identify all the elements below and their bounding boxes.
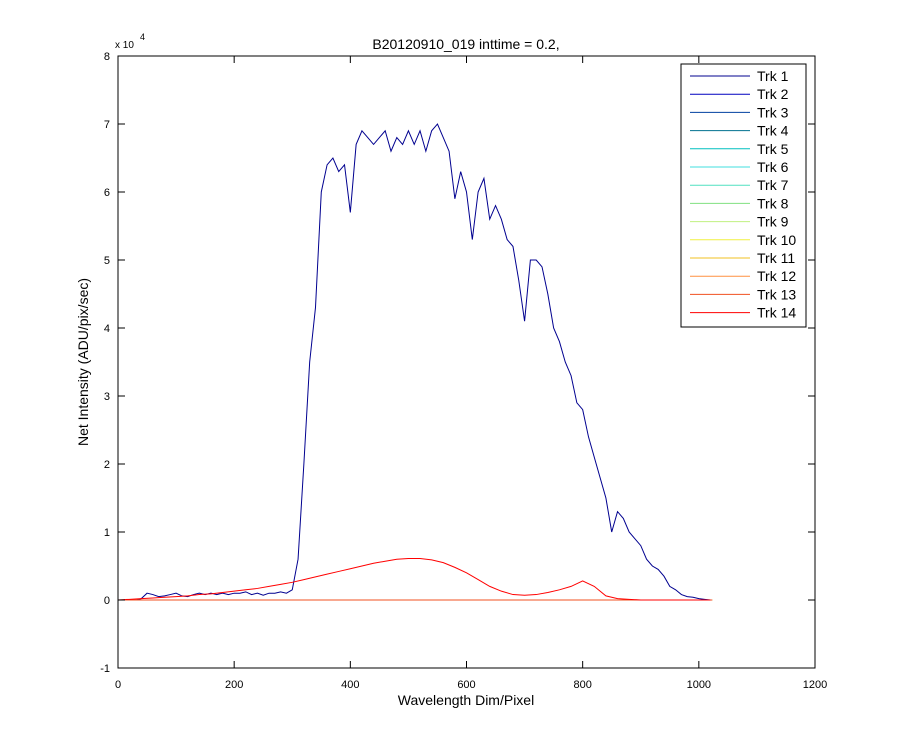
- x-tick-label: 400: [341, 679, 359, 691]
- legend-label: Trk 7: [757, 177, 789, 193]
- series-line: [117, 558, 711, 601]
- y-tick-label: 3: [104, 391, 110, 403]
- x-tick-label: 600: [457, 679, 475, 691]
- series-line: [118, 123, 711, 601]
- legend-label: Trk 9: [757, 214, 789, 230]
- y-tick-label: 5: [104, 255, 110, 267]
- y-tick-label: 4: [104, 323, 110, 335]
- x-axis-label: Wavelength Dim/Pixel: [398, 692, 534, 708]
- x-tick-label: 1200: [803, 679, 827, 691]
- y-tick-label: 6: [104, 187, 110, 199]
- legend-label: Trk 6: [757, 159, 789, 175]
- legend: [680, 63, 807, 328]
- legend-label: Trk 10: [757, 232, 796, 248]
- y-tick-label: -1: [100, 663, 110, 675]
- legend-label: Trk 3: [757, 104, 789, 120]
- x-tick-label: 1000: [687, 679, 711, 691]
- y-exponent-base: x 10: [115, 40, 134, 51]
- legend-label: Trk 2: [757, 86, 789, 102]
- y-tick-label: 8: [104, 51, 110, 63]
- legend-label: Trk 4: [757, 123, 789, 139]
- legend-label: Trk 1: [757, 68, 789, 84]
- legend-label: Trk 13: [757, 286, 796, 302]
- y-exponent-power: 4: [140, 32, 145, 42]
- y-axis-label: Net Intensity (ADU/pix/sec): [75, 278, 91, 446]
- legend-label: Trk 12: [757, 268, 796, 284]
- legend-label: Trk 14: [757, 305, 796, 321]
- x-tick-label: 800: [573, 679, 591, 691]
- y-tick-label: 1: [104, 527, 110, 539]
- y-tick-label: 0: [104, 595, 110, 607]
- legend-label: Trk 5: [757, 141, 789, 157]
- legend-label: Trk 8: [757, 195, 789, 211]
- legend-label: Trk 11: [757, 250, 795, 266]
- x-tick-label: 0: [115, 679, 121, 691]
- y-tick-label: 2: [104, 459, 110, 471]
- y-tick-label: 7: [104, 119, 110, 131]
- series-group: [117, 123, 713, 601]
- chart-title: B20120910_019 inttime = 0.2,: [372, 36, 559, 52]
- x-tick-label: 200: [225, 679, 243, 691]
